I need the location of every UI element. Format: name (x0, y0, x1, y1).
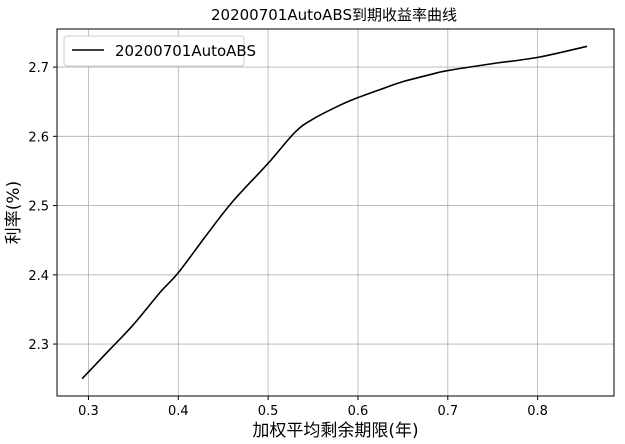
series-layer (81, 45, 588, 380)
x-tick-label: 0.3 (78, 404, 99, 419)
series-line (81, 45, 588, 380)
legend-box (63, 35, 245, 67)
x-axis-label: 加权平均剩余期限(年) (252, 421, 418, 441)
legend-entry: 20200701AutoABS (115, 42, 256, 60)
x-tick-label: 0.4 (168, 404, 189, 419)
y-tick-label: 2.5 (28, 200, 49, 215)
x-tick-label: 0.8 (527, 404, 548, 419)
y-tick-label: 2.3 (28, 338, 49, 353)
x-tick-label: 0.5 (258, 404, 279, 419)
x-tick-label: 0.7 (437, 404, 458, 419)
y-tick-label: 2.6 (28, 130, 49, 145)
x-tick-label: 0.6 (348, 404, 369, 419)
y-tick-label: 2.4 (28, 269, 49, 284)
y-axis: 2.3 2.4 2.5 2.6 2.7 (28, 61, 57, 353)
grid (57, 29, 614, 396)
chart-title: 20200701AutoABS到期收益率曲线 (211, 6, 457, 24)
x-axis: 0.3 0.4 0.5 0.6 0.7 0.8 (78, 396, 548, 419)
y-tick-label: 2.7 (28, 61, 49, 76)
legend: 20200701AutoABS (63, 35, 256, 67)
plot-frame (56, 28, 615, 397)
y-axis-label: 利率(%) (4, 181, 24, 244)
